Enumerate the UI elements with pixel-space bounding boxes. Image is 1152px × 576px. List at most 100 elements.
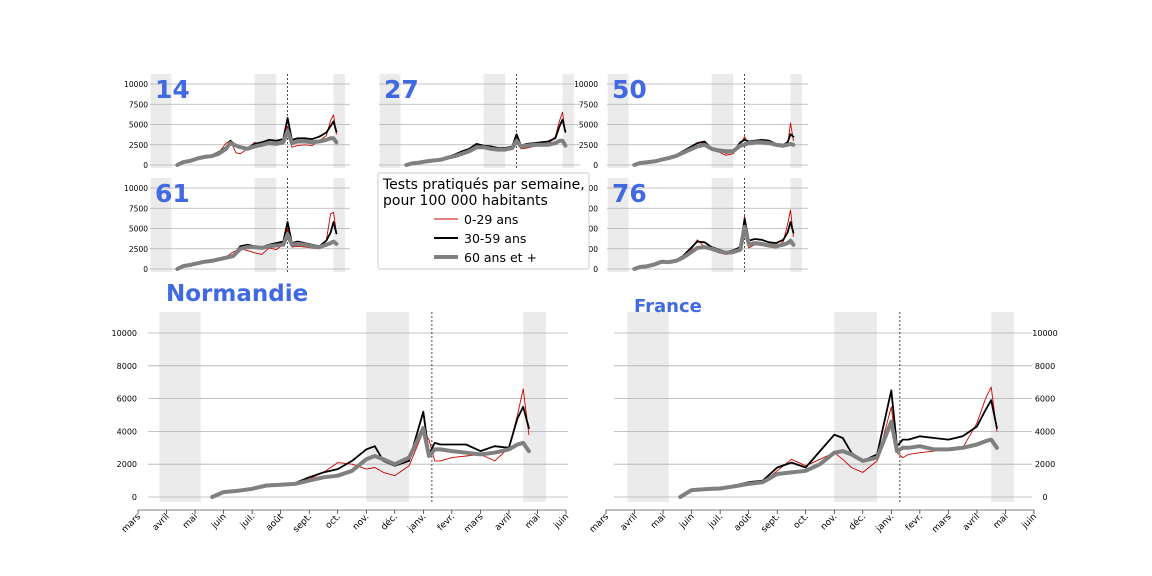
panel-title: 76 [612, 179, 647, 208]
y-tick-label: 10000 [1032, 329, 1057, 338]
x-tick-label: mai [181, 512, 200, 531]
x-tick-label: nov. [351, 512, 371, 532]
y-tick-label: 8000 [1035, 362, 1055, 371]
y-tick-label: 0 [593, 161, 598, 170]
y-tick-label: 10000 [124, 80, 148, 89]
x-tick-label: mai [649, 512, 668, 531]
panel-50: 10000 7500 5000 2500 0 50 [574, 74, 808, 170]
x-tick-label: avril [151, 512, 172, 533]
x-tick-label: août [732, 512, 754, 534]
y-tick-label: 10000 [574, 80, 598, 89]
x-tick-label: juil. [238, 512, 257, 531]
x-tick-label: déc. [847, 511, 868, 532]
y-tick-label: 5000 [579, 121, 598, 130]
panel-normandie: 10000 8000 6000 4000 2000 0 Normandie mars avril… [112, 281, 572, 535]
x-tick-label: janv. [406, 512, 429, 535]
y-tick-label: 0 [143, 265, 148, 274]
x-tick-label: mai [524, 512, 543, 531]
series-line-60plus [632, 224, 796, 271]
panel-title: 50 [612, 75, 647, 104]
shaded-period-2 [711, 178, 734, 272]
y-tick-label: 2500 [579, 141, 598, 150]
y-tick-label: 0 [132, 493, 137, 502]
shaded-period-3 [523, 312, 547, 502]
panel-france: 10000 8000 6000 4000 2000 0 France mars avril mai… [588, 296, 1058, 535]
legend-box [377, 172, 590, 270]
x-tick-label: mai [992, 512, 1011, 531]
legend-label-30-59: 30-59 ans [464, 231, 526, 246]
y-tick-label: 10000 [112, 329, 137, 338]
shaded-period-3 [562, 74, 574, 168]
y-tick-label: 2500 [129, 245, 148, 254]
y-tick-label: 8000 [117, 362, 137, 371]
panel-title: Normandie [166, 281, 308, 307]
legend-label-60plus: 60 ans et + [464, 250, 537, 265]
y-tick-label: 0 [143, 161, 148, 170]
series-line-60plus [678, 419, 999, 499]
shaded-period-2 [483, 74, 506, 168]
x-tick-label: janv. [874, 512, 897, 535]
x-tick-label: fevr. [904, 512, 925, 533]
y-tick-label: 0 [593, 265, 598, 274]
x-tick-label: mars [120, 512, 143, 535]
legend-title-line1: Tests pratiqués par semaine, [382, 177, 585, 193]
shaded-period-2 [254, 178, 277, 272]
shaded-period-3 [991, 312, 1015, 502]
panel-title: 14 [155, 75, 190, 104]
shaded-period-3 [333, 74, 345, 168]
y-tick-label: 7500 [129, 204, 148, 213]
y-tick-label: 5000 [129, 121, 148, 130]
shaded-period-1 [159, 312, 201, 502]
x-tick-label: mars [588, 512, 611, 535]
y-tick-label: 5000 [129, 225, 148, 234]
x-tick-label: juin [1020, 512, 1039, 531]
x-tick-label: avril [961, 512, 982, 533]
x-tick-label: juin [209, 512, 228, 531]
y-tick-label: 7500 [129, 100, 148, 109]
panel-14: 10000 7500 5000 2500 0 14 [124, 74, 350, 170]
panel-title: 27 [384, 75, 419, 104]
shaded-period-3 [790, 74, 802, 168]
y-tick-label: 2500 [129, 141, 148, 150]
series-line-60plus [175, 129, 339, 167]
x-tick-label: sept. [759, 512, 782, 535]
x-tick-label: juil. [706, 512, 725, 531]
x-tick-label: sept. [291, 512, 314, 535]
series-line-60plus [175, 232, 339, 271]
panel-title: France [634, 296, 702, 317]
legend: Tests pratiqués par semaine, pour 100 00… [377, 172, 590, 270]
y-tick-label: 6000 [1035, 395, 1055, 404]
y-tick-label: 4000 [1035, 427, 1055, 436]
y-tick-label: 2000 [117, 460, 137, 469]
y-tick-label: 4000 [117, 427, 137, 436]
panel-27: 27 [379, 74, 580, 168]
y-tick-label: 6000 [117, 395, 137, 404]
x-tick-label: mars [462, 512, 485, 535]
x-tick-label: août [264, 512, 286, 534]
shaded-period-3 [333, 178, 345, 272]
x-tick-label: juin [552, 512, 571, 531]
x-tick-label: avril [619, 512, 640, 533]
shaded-period-1 [627, 312, 669, 502]
y-tick-label: 0 [1042, 493, 1047, 502]
panel-61: 10000 7500 5000 2500 0 61 [124, 178, 350, 274]
legend-label-0-29: 0-29 ans [464, 212, 518, 227]
series-line-60plus [632, 140, 796, 167]
legend-title-line2: pour 100 000 habitants [383, 193, 548, 209]
x-tick-label: déc. [379, 511, 400, 532]
x-tick-label: oct. [324, 512, 343, 531]
y-tick-label: 7500 [579, 100, 598, 109]
x-tick-label: mars [930, 512, 953, 535]
series-line-60plus [404, 138, 568, 167]
shaded-period-2 [834, 312, 878, 502]
x-tick-label: oct. [792, 512, 811, 531]
series-line-60plus [210, 426, 531, 499]
x-tick-label: juin [677, 512, 696, 531]
panel-title: 61 [155, 179, 190, 208]
shaded-period-3 [790, 178, 802, 272]
shaded-period-2 [254, 74, 277, 168]
panel-76: 10000750050002500076 [574, 178, 808, 274]
y-tick-label: 2000 [1035, 460, 1055, 469]
x-tick-label: fevr. [436, 512, 457, 533]
